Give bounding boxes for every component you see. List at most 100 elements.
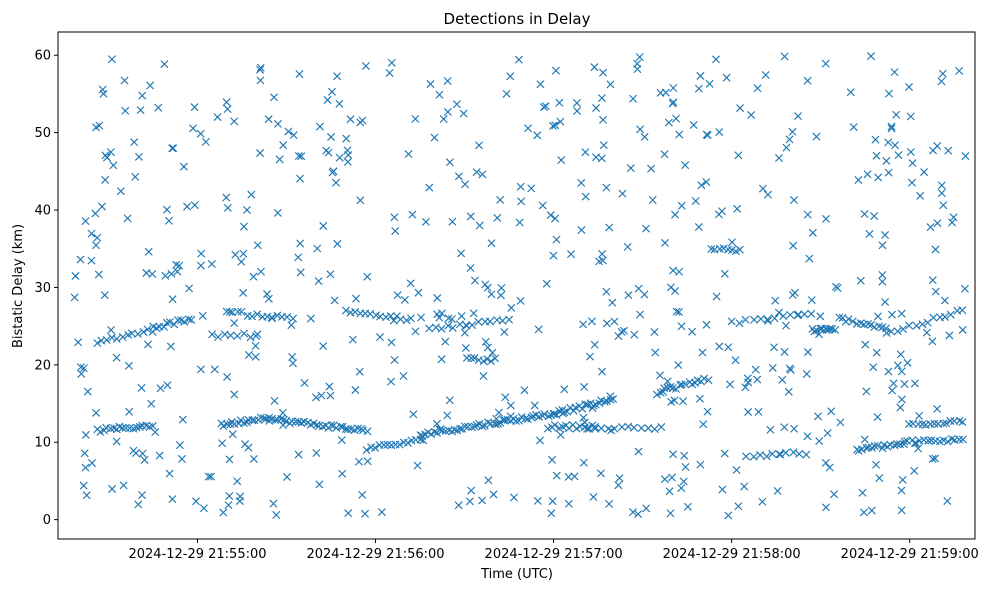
detection-marker [342,134,351,143]
detection-marker [197,249,206,258]
detection-marker [780,423,789,432]
detection-marker [403,438,412,447]
detection-marker [107,325,116,334]
detection-marker [608,298,617,307]
detection-marker [478,422,487,431]
detection-marker [733,204,742,213]
detection-marker [507,303,516,312]
detection-marker [602,183,611,192]
detection-marker [931,245,940,254]
detection-marker [196,261,205,270]
y-tick-label: 0 [43,513,51,528]
detection-marker [183,202,192,211]
detection-marker [552,410,561,419]
detection-marker [560,408,569,417]
detection-marker [878,270,887,279]
detection-marker [445,396,454,405]
detection-marker [758,497,767,506]
detection-marker [705,79,714,88]
detection-marker [256,63,265,72]
detection-marker [267,313,276,322]
detection-marker [163,381,172,390]
detection-marker [443,411,452,420]
detection-marker [516,296,525,305]
detection-marker [626,164,635,173]
detection-marker [747,110,756,119]
detection-marker [735,245,744,254]
detection-marker [893,440,902,449]
detection-marker [248,312,257,321]
detection-marker [101,175,110,184]
detection-marker [481,280,490,289]
detection-marker [814,412,823,421]
detection-marker [87,229,96,238]
detection-marker [327,87,337,96]
detection-marker [610,317,619,326]
detection-marker [387,58,396,67]
detection-marker [512,416,521,425]
detection-marker [156,384,165,393]
detection-marker [414,288,423,297]
detection-marker [945,331,954,340]
detection-marker [223,203,232,212]
detection-marker [494,419,503,428]
detection-marker [587,317,596,326]
detection-marker [324,148,333,157]
detection-marker [190,103,199,112]
detection-marker [154,103,163,112]
detection-marker [457,249,466,258]
detection-marker [336,422,345,431]
detection-marker [703,131,712,140]
detection-marker [475,141,484,150]
detection-marker [538,201,547,210]
detection-marker [744,408,753,417]
detection-marker [699,420,708,429]
detection-marker [323,95,332,104]
detection-marker [790,424,799,433]
detection-marker [295,70,304,79]
detection-marker [152,324,161,333]
detection-marker [406,279,415,288]
detection-marker [836,418,845,427]
detection-marker [439,115,448,124]
detection-marker [882,156,891,165]
detection-marker [551,66,560,75]
detection-marker [931,287,940,296]
detection-marker [712,55,721,64]
detection-marker [846,88,855,97]
detection-marker [860,210,869,219]
detection-marker [467,486,476,495]
detection-marker [600,397,609,406]
detection-marker [225,455,234,464]
detection-marker [775,450,784,459]
detection-marker [926,223,935,232]
detection-marker [774,153,783,163]
detection-marker [472,168,481,177]
detection-marker [502,89,511,98]
detection-marker [751,365,760,374]
detection-marker [602,287,611,296]
detection-marker [496,291,505,300]
detection-marker [253,241,262,250]
plot-frame [57,31,976,540]
detection-marker [734,151,743,160]
detection-marker [697,181,706,190]
detection-marker [79,364,88,373]
detection-marker [691,196,700,205]
detection-marker [437,355,446,364]
detection-marker [763,190,772,199]
detection-marker [162,205,171,214]
detection-marker [831,282,840,291]
detection-marker [825,463,834,472]
detection-marker [264,115,273,124]
detection-marker [208,330,217,339]
detection-marker [669,98,678,107]
detection-marker [246,333,255,342]
detection-marker [812,132,821,141]
detection-marker [355,367,364,376]
detection-marker [907,178,916,187]
detection-marker [661,88,670,97]
detection-marker [878,277,887,286]
detection-marker [551,214,560,223]
detection-marker [899,325,908,334]
